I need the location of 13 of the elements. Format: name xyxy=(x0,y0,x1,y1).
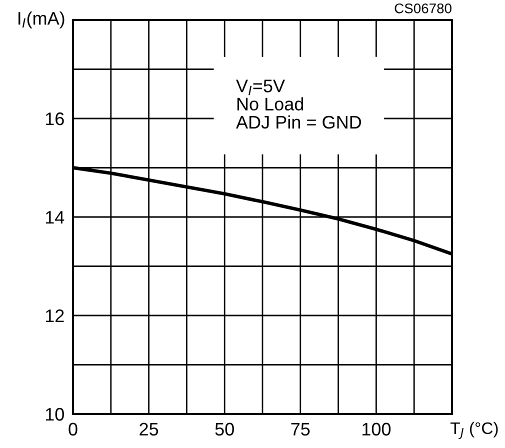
x-tick-label: 50 xyxy=(215,422,234,436)
y-axis-title: I$_{I}$(mA) xyxy=(18,12,64,28)
annotation: V$_{I}$=5V No Load ADJ Pin = GND xyxy=(236,80,362,129)
x-tick-label: 100 xyxy=(362,422,391,436)
x-tick-label: 0 xyxy=(68,422,78,436)
y-tick-label: 12 xyxy=(46,309,64,322)
y-tick-label: 14 xyxy=(46,211,64,224)
x-axis-title: T$_{J}$ (°C) xyxy=(450,422,498,440)
x-tick-label: 25 xyxy=(140,422,158,436)
x-tick-label: 75 xyxy=(291,422,310,436)
text: CS06780 xyxy=(394,3,452,14)
y-tick-label: 10 xyxy=(46,408,64,421)
y-tick-label: 16 xyxy=(46,112,64,126)
